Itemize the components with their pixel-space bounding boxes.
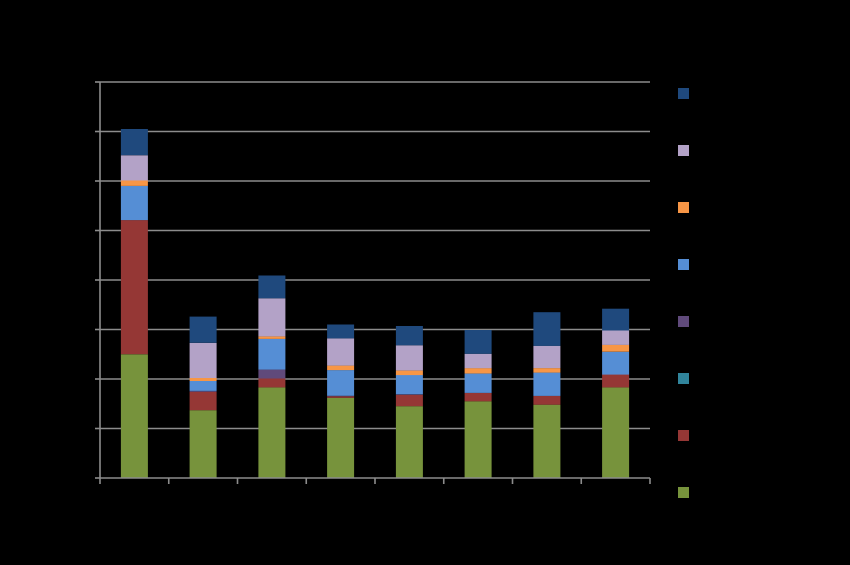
bar-segment bbox=[327, 395, 355, 397]
bar-segment bbox=[533, 395, 561, 405]
bar-segment bbox=[120, 155, 148, 181]
bar-segment bbox=[602, 308, 630, 331]
legend bbox=[678, 88, 689, 498]
bar-segment bbox=[258, 369, 286, 379]
bar-segment bbox=[189, 410, 217, 478]
bar-segment bbox=[258, 336, 286, 339]
bar-segment bbox=[395, 345, 423, 371]
bar-segment bbox=[464, 373, 492, 393]
bar-segment bbox=[327, 365, 355, 371]
bar-segment bbox=[395, 406, 423, 478]
bar-segment bbox=[533, 372, 561, 396]
bar-segment bbox=[464, 330, 492, 354]
bar-segment bbox=[189, 342, 217, 378]
bar-segment bbox=[258, 298, 286, 337]
gridlines bbox=[100, 81, 650, 430]
bar-segment bbox=[258, 378, 286, 388]
bar-segment bbox=[327, 338, 355, 366]
bar-segment bbox=[464, 353, 492, 369]
bar-segment bbox=[327, 370, 355, 396]
bar-segment bbox=[602, 330, 630, 345]
bar-segment bbox=[533, 312, 561, 346]
bar-segment bbox=[189, 378, 217, 381]
bar-segment bbox=[189, 390, 217, 392]
bar-segment bbox=[533, 368, 561, 373]
bar-segment bbox=[189, 391, 217, 411]
bar-segment bbox=[602, 374, 630, 388]
bar-segment bbox=[327, 396, 355, 398]
bar-segment bbox=[189, 316, 217, 343]
legend-swatch bbox=[678, 316, 689, 327]
bar-segment bbox=[327, 324, 355, 339]
bar-segment bbox=[395, 370, 423, 376]
bars bbox=[120, 129, 630, 479]
bar-segment bbox=[464, 368, 492, 374]
legend-swatch bbox=[678, 145, 689, 156]
bar-segment bbox=[602, 351, 630, 375]
legend-swatch bbox=[678, 88, 689, 99]
bar-segment bbox=[120, 129, 148, 156]
bar-segment bbox=[120, 180, 148, 186]
bar-segment bbox=[120, 354, 148, 479]
bar-segment bbox=[258, 275, 286, 299]
bar-segment bbox=[189, 381, 217, 391]
bar-segment bbox=[327, 397, 355, 478]
bar-segment bbox=[120, 220, 148, 355]
bar-segment bbox=[258, 387, 286, 478]
bar-segment bbox=[395, 326, 423, 346]
legend-swatch bbox=[678, 487, 689, 498]
legend-swatch bbox=[678, 202, 689, 213]
bar-segment bbox=[258, 338, 286, 370]
bar-segment bbox=[533, 404, 561, 478]
legend-swatch bbox=[678, 259, 689, 270]
bar-segment bbox=[395, 375, 423, 395]
bar-segment bbox=[120, 185, 148, 221]
bar-segment bbox=[602, 344, 630, 352]
legend-swatch bbox=[678, 430, 689, 441]
axes bbox=[95, 81, 651, 484]
bar-segment bbox=[533, 345, 561, 369]
bar-segment bbox=[395, 394, 423, 407]
bar-segment bbox=[602, 387, 630, 478]
bar-segment bbox=[464, 401, 492, 478]
bar-segment bbox=[464, 392, 492, 402]
bar-segment bbox=[395, 394, 423, 395]
legend-swatch bbox=[678, 373, 689, 384]
